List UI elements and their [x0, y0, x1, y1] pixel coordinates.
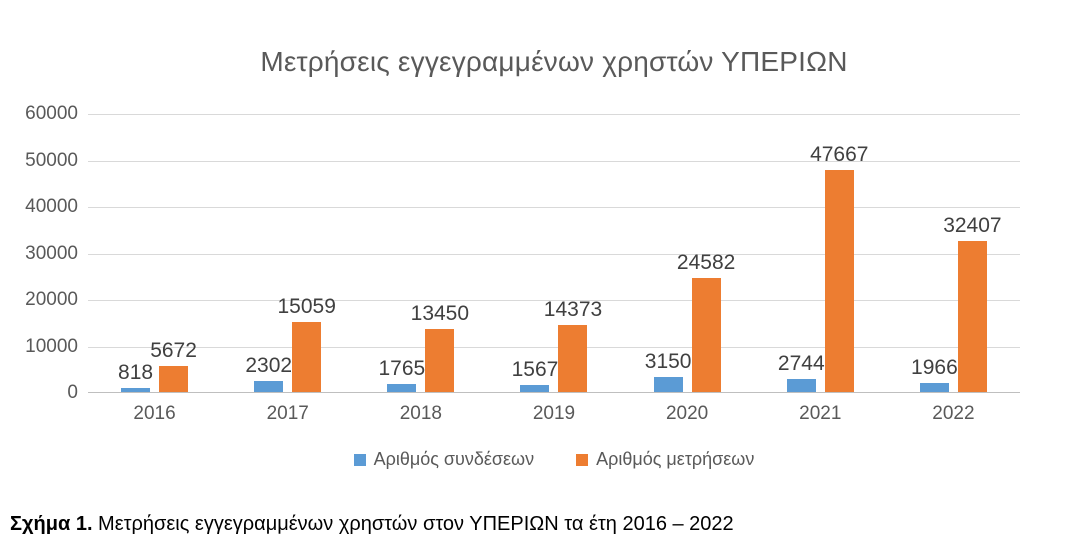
bar-value-label: 1567 — [511, 357, 559, 381]
x-tick-label: 2016 — [133, 403, 176, 424]
x-tick-label: 2017 — [266, 403, 309, 424]
bar-group-2017: 2302 15059 — [221, 114, 354, 392]
y-tick-label: 40000 — [25, 196, 78, 217]
gridline — [88, 346, 1020, 348]
bar: 24582 — [677, 252, 735, 392]
legend-swatch-icon — [576, 453, 589, 466]
bar: 2744 — [778, 353, 825, 392]
y-tick-label: 30000 — [25, 242, 78, 264]
y-tick-label: 20000 — [25, 289, 78, 310]
y-tick-label: 10000 — [25, 335, 78, 357]
bar: 13450 — [411, 303, 469, 392]
x-axis: 2016 2017 2018 2019 2020 2021 2022 — [88, 403, 1020, 425]
bar-value-label: 13450 — [410, 302, 470, 326]
caption-prefix: Σχήμα 1. — [10, 513, 93, 535]
y-tick-label: 60000 — [25, 103, 78, 124]
chart-title: Μετρήσεις εγγεγραμμένων χρηστών ΥΠΕΡΙΩΝ — [260, 46, 848, 77]
bar-group-2020: 3150 24582 — [621, 114, 754, 392]
x-tick-label: 2021 — [799, 403, 842, 424]
bar-value-label: 24582 — [676, 250, 736, 274]
y-tick-label: 50000 — [25, 149, 78, 171]
x-tick-label: 2019 — [532, 403, 576, 424]
y-tick-label: 0 — [67, 382, 78, 403]
bar: 1765 — [378, 358, 425, 392]
bar: 2302 — [245, 355, 292, 392]
legend-swatch-icon — [353, 453, 366, 466]
bar-value-label: 818 — [118, 361, 154, 385]
bar: 1567 — [512, 359, 558, 392]
bar-value-label: 1966 — [911, 355, 958, 379]
gridline — [88, 300, 1020, 301]
bar-group-2018: 1765 13450 — [354, 114, 487, 392]
gridline — [88, 207, 1020, 208]
y-axis: 0 10000 20000 30000 40000 50000 60000 — [0, 103, 80, 403]
bar-value-label: 2302 — [245, 354, 293, 378]
legend-label: Αριθμός συνδέσεων — [373, 449, 535, 469]
caption-text: Μετρήσεις εγγεγραμμένων χρηστών στον ΥΠΕ… — [92, 513, 734, 535]
bar-value-label: 2744 — [777, 352, 825, 376]
bar-value-label: 5672 — [150, 338, 197, 362]
bar: 5672 — [150, 340, 197, 392]
bar-group-2021: 2744 47667 — [754, 114, 887, 392]
bar-value-label: 3150 — [644, 350, 692, 374]
bar: 1966 — [911, 357, 958, 392]
x-tick-label: 2018 — [399, 403, 442, 424]
bar-value-label: 32407 — [943, 214, 1002, 238]
bar: 47667 — [810, 144, 868, 392]
bar-value-label: 47667 — [810, 143, 869, 167]
gridline — [88, 253, 1020, 255]
bar-value-label: 14373 — [543, 298, 603, 322]
legend-item: Αριθμός μετρήσεων — [576, 449, 754, 470]
x-tick-label: 2020 — [665, 403, 709, 424]
bar-group-2022: 1966 32407 — [887, 114, 1020, 392]
legend-item: Αριθμός συνδέσεων — [353, 449, 535, 470]
gridline — [88, 114, 1020, 115]
gridline — [88, 160, 1020, 162]
bar-group-2016: 818 5672 — [88, 114, 221, 392]
bar-value-label: 1765 — [378, 356, 426, 380]
plot-area: 818 5672 2302 15059 1765 13450 1567 14373 3150 24… — [88, 114, 1020, 393]
bar: 32407 — [943, 215, 1002, 392]
bar-value-label: 15059 — [277, 294, 336, 318]
bar: 3150 — [645, 351, 691, 392]
bar: 818 — [118, 362, 153, 392]
legend-label: Αριθμός μετρήσεων — [596, 449, 755, 469]
bar-group-2019: 1567 14373 — [487, 114, 620, 392]
legend: Αριθμός συνδέσεων Αριθμός μετρήσεων — [88, 449, 1020, 470]
x-tick-label: 2022 — [932, 403, 975, 424]
bar: 14373 — [544, 299, 602, 392]
bar: 15059 — [278, 296, 336, 392]
figure-caption: Σχήμα 1. Μετρήσεις εγγεγραμμένων χρηστών… — [10, 513, 1060, 536]
